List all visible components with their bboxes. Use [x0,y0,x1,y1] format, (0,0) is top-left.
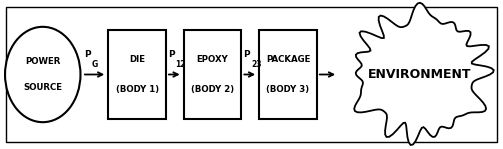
Ellipse shape [5,27,80,122]
Text: PACKAGE: PACKAGE [266,55,310,64]
Bar [108,30,166,119]
Text: (BODY 3): (BODY 3) [267,85,309,94]
Text: EPOXY: EPOXY [197,55,228,64]
Text: ENVIRONMENT: ENVIRONMENT [368,68,472,81]
Polygon shape [354,3,493,145]
Text: P: P [85,50,91,59]
Text: P: P [168,50,175,59]
Text: 23: 23 [251,60,262,69]
Text: 12: 12 [176,60,186,69]
Text: POWER: POWER [25,57,60,66]
Text: (BODY 2): (BODY 2) [191,85,234,94]
Text: G: G [92,60,98,69]
Text: SOURCE: SOURCE [23,83,62,92]
Text: (BODY 1): (BODY 1) [116,85,158,94]
Bar [184,30,241,119]
Text: P: P [243,50,250,59]
Text: DIE: DIE [129,55,145,64]
Bar [259,30,317,119]
